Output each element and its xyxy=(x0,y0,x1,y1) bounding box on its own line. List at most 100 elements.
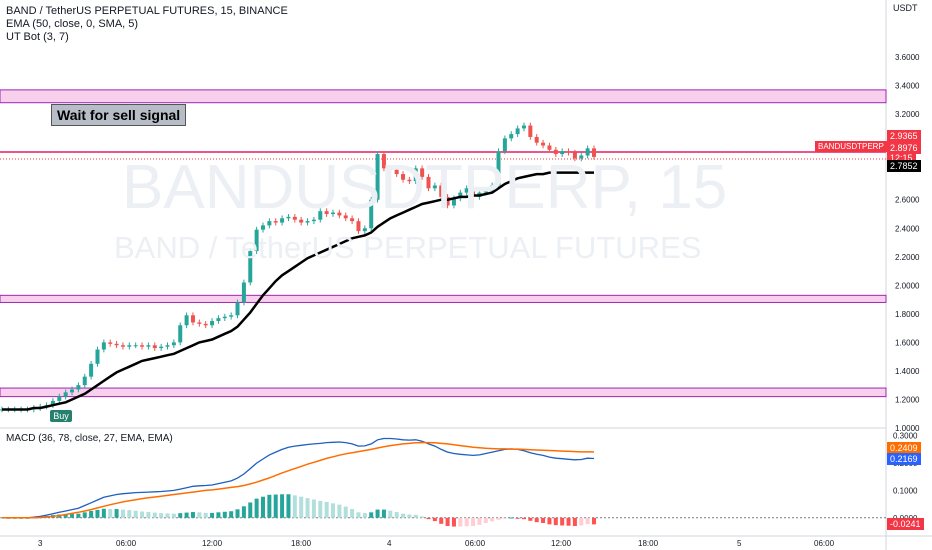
price-tick-label: 1.0000 xyxy=(895,424,920,433)
histogram-bar xyxy=(381,509,386,518)
price-tick-label: 2.6000 xyxy=(895,196,920,205)
time-tick-label: 12:00 xyxy=(202,539,223,548)
candle-body xyxy=(420,168,425,177)
histogram-bar xyxy=(101,508,106,518)
macd-legend[interactable]: MACD (36, 78, close, 27, EMA, EMA) xyxy=(6,433,173,444)
candle-body xyxy=(197,322,202,324)
histogram-bar xyxy=(178,513,183,518)
candle-body xyxy=(534,136,539,143)
histogram-bar xyxy=(76,513,81,518)
candle-body xyxy=(210,321,215,326)
candle-body xyxy=(216,318,221,321)
histogram-bar xyxy=(331,503,336,518)
histogram-bar xyxy=(133,510,138,518)
histogram-bar xyxy=(585,517,590,525)
time-tick-label: 12:00 xyxy=(551,539,572,548)
candle-body xyxy=(70,389,75,393)
histogram-bar xyxy=(299,496,304,518)
histogram-bar xyxy=(267,494,272,518)
histogram-bar xyxy=(82,512,87,518)
candle-body xyxy=(273,221,278,223)
histogram-bar xyxy=(432,517,437,522)
candle-body xyxy=(165,345,170,347)
histogram-bar xyxy=(108,509,113,518)
candle-body xyxy=(203,323,208,326)
candle-body xyxy=(515,128,520,135)
symbol-legend[interactable]: BAND / TetherUS PERPETUAL FUTURES, 15, B… xyxy=(6,5,288,17)
candle-body xyxy=(496,151,501,186)
signal-value-tag: 0.2409 xyxy=(887,442,921,454)
histogram-bar xyxy=(337,504,342,518)
histogram-bar xyxy=(273,494,278,518)
candle-body xyxy=(89,363,94,377)
candle-body xyxy=(76,385,81,390)
currency-label: USDT xyxy=(893,3,918,13)
candle-body xyxy=(140,345,145,347)
ema-legend[interactable]: EMA (50, close, 0, SMA, 5) xyxy=(6,18,139,30)
candle-body xyxy=(509,134,514,139)
signal-line xyxy=(2,441,594,519)
price-tick-label: 1.6000 xyxy=(895,338,920,347)
price-tick-label: 2.2000 xyxy=(895,253,920,262)
price-tick-label: 3.4000 xyxy=(895,82,920,91)
histogram-bar xyxy=(222,511,227,518)
time-tick-label: 06:00 xyxy=(814,539,835,548)
histogram-bar xyxy=(426,517,431,520)
annotation-text[interactable]: Wait for sell signal xyxy=(51,104,187,126)
last-price-tag: 2.8976 xyxy=(887,142,921,154)
candle-body xyxy=(280,218,285,223)
candle-body xyxy=(222,316,227,319)
candle-body xyxy=(560,151,565,155)
histogram-bar xyxy=(451,517,456,527)
histogram-bar xyxy=(248,502,253,518)
candle-body xyxy=(305,221,310,223)
histogram-bar xyxy=(210,512,215,518)
histogram-bar xyxy=(140,511,145,518)
price-tick-label: 1.4000 xyxy=(895,367,920,376)
histogram-bar xyxy=(541,517,546,523)
candle-body xyxy=(171,342,176,346)
time-tick-label: 3 xyxy=(38,539,43,548)
time-tick-label: 18:00 xyxy=(638,539,659,548)
histogram-bar xyxy=(127,510,132,518)
candle-body xyxy=(241,282,246,303)
macd-tick-label: 0.3000 xyxy=(893,432,918,441)
utbot-legend[interactable]: UT Bot (3, 7) xyxy=(6,31,69,43)
histogram-bar xyxy=(388,510,393,518)
candle-body xyxy=(356,221,361,232)
candle-body xyxy=(585,148,590,156)
candle-body xyxy=(159,346,164,349)
histogram-bar xyxy=(70,513,75,518)
histogram-bar xyxy=(375,509,380,518)
histogram-bar xyxy=(241,506,246,518)
histogram-bar xyxy=(413,514,418,518)
histogram-bar xyxy=(171,513,176,518)
candle-body xyxy=(528,125,533,137)
ema-line xyxy=(2,171,594,411)
candle-body xyxy=(502,138,507,152)
histogram-bar xyxy=(311,499,316,518)
time-tick-label: 5 xyxy=(737,539,742,548)
histogram-bar xyxy=(229,511,234,518)
candle-body xyxy=(152,345,157,349)
time-tick-label: 4 xyxy=(387,539,392,548)
candle-body xyxy=(343,215,348,219)
candle-body xyxy=(318,211,323,220)
histogram-bar xyxy=(439,517,444,524)
candle-body xyxy=(451,198,456,206)
time-tick-label: 06:00 xyxy=(116,539,137,548)
symbol-price-tag: BANDUSDTPERP xyxy=(815,141,887,152)
histogram-bar xyxy=(471,517,476,526)
histogram-bar xyxy=(197,512,202,518)
histogram-bar xyxy=(152,512,157,518)
candle-body xyxy=(521,125,526,129)
histogram-bar xyxy=(458,517,463,527)
histogram-bar xyxy=(490,517,495,522)
histogram-bar xyxy=(216,512,221,518)
histogram-bar xyxy=(235,509,240,518)
candle-body xyxy=(50,400,55,406)
candle-body xyxy=(248,251,253,283)
histogram-bar xyxy=(254,498,259,518)
candle-body xyxy=(108,342,113,344)
